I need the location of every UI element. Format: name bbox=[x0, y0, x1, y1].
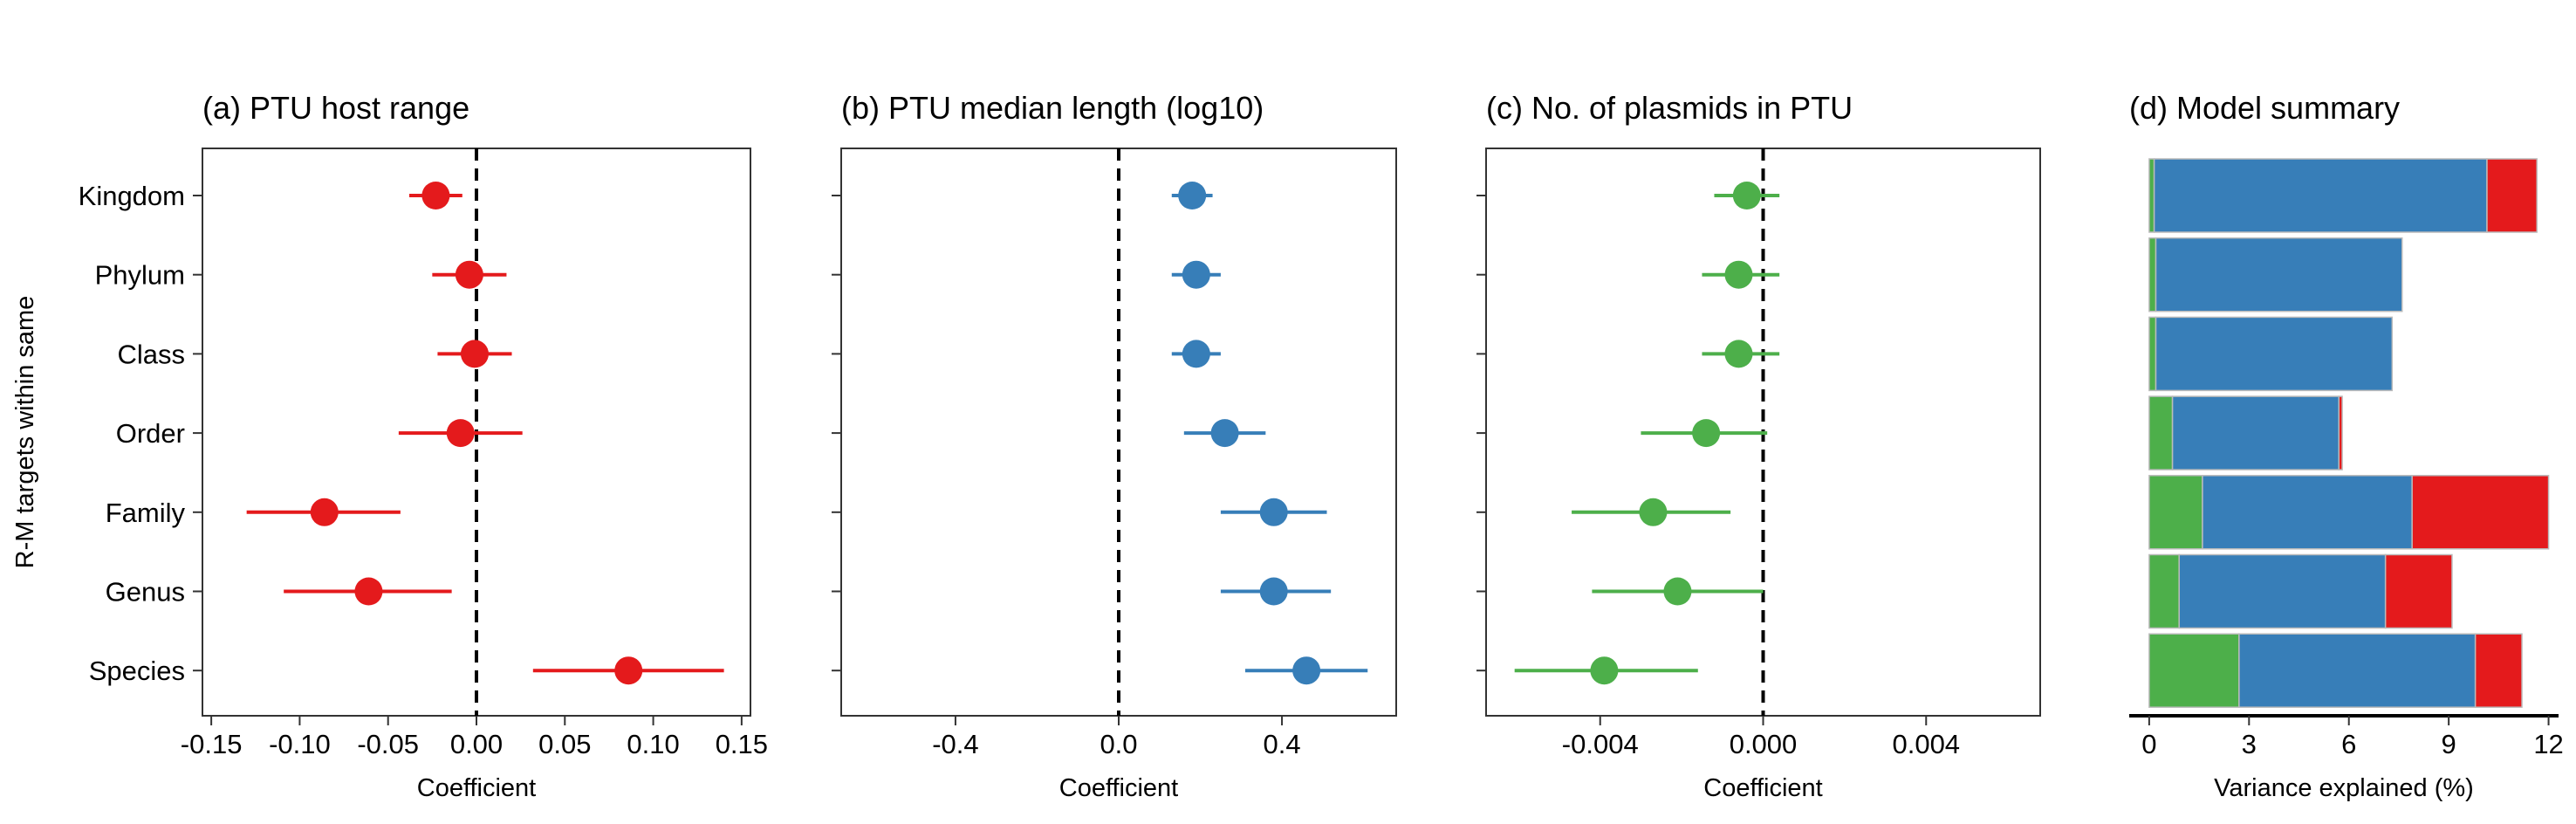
bar-segment bbox=[2384, 553, 2453, 629]
y-axis-label: R-M targets within same bbox=[11, 296, 39, 569]
bar-segment bbox=[2474, 633, 2523, 708]
data-point bbox=[310, 498, 339, 526]
x-tick-label: 0.00 bbox=[450, 729, 503, 759]
data-point bbox=[354, 577, 383, 606]
data-point bbox=[1590, 656, 1619, 685]
y-tick-label: Class bbox=[117, 339, 185, 369]
data-point bbox=[421, 182, 450, 209]
x-tick-label: -0.05 bbox=[357, 729, 419, 759]
bar-segment bbox=[2148, 316, 2157, 392]
data-point bbox=[455, 260, 483, 289]
panel-title: (b) PTU median length (log10) bbox=[841, 90, 1264, 126]
bar-segment bbox=[2202, 475, 2413, 550]
bar-segment bbox=[2171, 395, 2340, 470]
x-tick-label: 0 bbox=[2141, 729, 2156, 759]
y-tick-label: Family bbox=[106, 498, 186, 528]
data-point bbox=[1663, 577, 1692, 606]
data-point bbox=[1292, 656, 1321, 685]
x-tick-label: 0.05 bbox=[538, 729, 591, 759]
x-tick-label: -0.10 bbox=[269, 729, 331, 759]
panel-title: (a) PTU host range bbox=[202, 90, 469, 126]
y-tick-label: Order bbox=[116, 418, 185, 449]
x-tick-label: 0.15 bbox=[716, 729, 768, 759]
data-point bbox=[1182, 340, 1210, 368]
x-axis-label: Variance explained (%) bbox=[2214, 774, 2474, 802]
panel-2: (b) PTU median length (log10) -0.4 0.0 0.4 C… bbox=[832, 90, 1397, 802]
bar-segment bbox=[2148, 158, 2155, 233]
data-point bbox=[1639, 498, 1668, 526]
bar-segment bbox=[2238, 633, 2477, 708]
y-tick-label: Phylum bbox=[95, 260, 185, 291]
bar-segment bbox=[2148, 633, 2240, 708]
data-point bbox=[1259, 498, 1288, 526]
data-point bbox=[446, 419, 475, 448]
x-tick-label: -0.4 bbox=[932, 729, 978, 759]
x-tick-label: -0.15 bbox=[181, 729, 243, 759]
panel-title: (d) Model summary bbox=[2129, 90, 2400, 126]
x-tick-label: 6 bbox=[2341, 729, 2356, 759]
bar-segment bbox=[2148, 237, 2157, 312]
data-point bbox=[1210, 419, 1239, 448]
x-tick-label: 12 bbox=[2533, 729, 2563, 759]
bar-segment bbox=[2153, 158, 2488, 233]
bar-segment bbox=[2148, 475, 2203, 550]
x-tick-label: -0.004 bbox=[1562, 729, 1639, 759]
y-tick-label: Kingdom bbox=[79, 181, 185, 211]
x-tick-label: 0.10 bbox=[627, 729, 679, 759]
data-point bbox=[460, 340, 489, 368]
bar-segment bbox=[2148, 395, 2174, 470]
bar-segment bbox=[2411, 475, 2550, 550]
x-axis-label: Coefficient bbox=[1059, 774, 1179, 802]
x-tick-label: 0.000 bbox=[1730, 729, 1798, 759]
data-point bbox=[1724, 260, 1753, 289]
x-axis-label: Coefficient bbox=[417, 774, 537, 802]
bar-segment bbox=[2148, 553, 2180, 629]
panel-1: (a) PTU host range Kingdom Phylum Class Orde… bbox=[79, 90, 768, 802]
panel-title: (c) No. of plasmids in PTU bbox=[1486, 90, 1853, 126]
data-point bbox=[1259, 577, 1288, 606]
bar-segment bbox=[2486, 158, 2538, 233]
data-point bbox=[1182, 260, 1210, 289]
chart-panels: (a) PTU host range Kingdom Phylum Class Orde… bbox=[79, 90, 2564, 802]
bar-segment bbox=[2155, 316, 2394, 392]
x-tick-label: 0.004 bbox=[1892, 729, 1960, 759]
data-point bbox=[1178, 182, 1207, 209]
bar-segment bbox=[2178, 553, 2387, 629]
data-point bbox=[614, 656, 643, 685]
x-tick-label: 3 bbox=[2242, 729, 2257, 759]
x-tick-label: 0.0 bbox=[1100, 729, 1137, 759]
panel-4: (d) Model summary 0 3 6 9 12 Variance explaine… bbox=[2129, 90, 2564, 802]
data-point bbox=[1724, 340, 1753, 368]
y-tick-label: Genus bbox=[106, 577, 185, 608]
bar-segment bbox=[2155, 237, 2403, 312]
x-tick-label: 0.4 bbox=[1264, 729, 1301, 759]
x-axis-label: Coefficient bbox=[1703, 774, 1823, 802]
data-point bbox=[1692, 419, 1721, 448]
bar-segment bbox=[2338, 395, 2343, 470]
data-point bbox=[1732, 182, 1761, 209]
x-tick-label: 9 bbox=[2442, 729, 2456, 759]
panel-3: (c) No. of plasmids in PTU -0.004 0.000 0.0… bbox=[1476, 90, 2041, 802]
y-tick-label: Species bbox=[89, 656, 185, 686]
